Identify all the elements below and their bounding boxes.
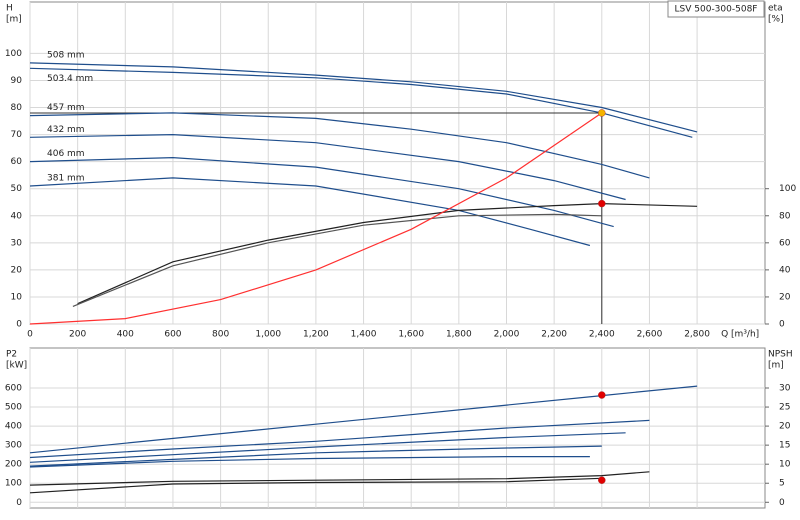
y-tick-label: 20 — [11, 265, 23, 275]
y-tick-label: 40 — [11, 211, 23, 221]
y2-tick-label: 20 — [779, 292, 791, 302]
curve-label: 432 mm — [47, 125, 85, 135]
y2-tick-label: 0 — [779, 320, 785, 330]
y2-tick-label: 30 — [779, 384, 791, 394]
x-tick-label: 1,000 — [255, 330, 281, 340]
series-line — [29, 432, 626, 463]
y-tick-label: 300 — [5, 441, 22, 451]
series-line — [29, 419, 650, 459]
y-tick-label: 100 — [5, 49, 22, 59]
y2-tick-label: 25 — [779, 403, 790, 413]
x-axis-label: Q [m³/h] — [721, 330, 759, 340]
operating-point — [598, 199, 606, 208]
operating-point — [598, 109, 606, 117]
y2-tick-label: 0 — [779, 498, 785, 508]
y-tick-label: 50 — [11, 184, 23, 194]
legend-title: LSV 500-300-508F — [675, 5, 758, 15]
y2-axis-label: eta — [768, 4, 783, 14]
series-line — [29, 133, 626, 201]
y-tick-label: 400 — [5, 422, 22, 432]
x-tick-label: 2,800 — [684, 330, 710, 340]
legend-box — [667, 0, 765, 18]
y-tick-label: 30 — [11, 238, 23, 248]
y2-axis-label: [%] — [768, 15, 784, 25]
y-tick-label: 0 — [16, 498, 22, 508]
x-tick-label: 2,400 — [589, 330, 615, 340]
y-tick-label: 100 — [5, 479, 22, 489]
y2-tick-label: 40 — [779, 265, 791, 275]
y-tick-label: 80 — [11, 103, 23, 113]
series-line — [29, 471, 650, 486]
x-tick-label: 2,200 — [541, 330, 567, 340]
y2-tick-label: 5 — [779, 479, 785, 489]
series-line — [29, 177, 591, 247]
curve-label: 457 mm — [47, 103, 85, 113]
curve-label: 406 mm — [47, 149, 85, 159]
y-tick-label: 60 — [11, 157, 23, 167]
series-line — [29, 456, 590, 468]
y-tick-label: 500 — [5, 403, 22, 413]
operating-point — [598, 476, 606, 484]
series-line — [29, 477, 602, 494]
y-tick-label: 90 — [11, 76, 23, 86]
plot-frame — [29, 347, 766, 509]
series-line — [29, 156, 614, 228]
y-axis-label: P2 — [6, 350, 17, 360]
x-tick-label: 2,600 — [637, 330, 663, 340]
y-tick-label: 600 — [5, 384, 22, 394]
series-line — [72, 213, 602, 307]
y-tick-label: 70 — [11, 130, 23, 140]
x-tick-label: 200 — [69, 330, 86, 340]
series-line — [29, 62, 698, 133]
y-axis-label: [m] — [6, 15, 22, 25]
x-tick-label: 1,800 — [446, 330, 472, 340]
y-tick-label: 0 — [16, 320, 22, 330]
x-tick-label: 800 — [212, 330, 229, 340]
operating-point — [598, 391, 606, 399]
y-axis-label: [kW] — [6, 361, 27, 371]
curve-label: 508 mm — [47, 50, 85, 60]
curve-label: 381 mm — [47, 174, 85, 184]
y2-tick-label: 15 — [779, 441, 790, 451]
x-tick-label: 600 — [164, 330, 181, 340]
y2-tick-label: 20 — [779, 422, 791, 432]
x-tick-label: 400 — [117, 330, 134, 340]
x-tick-label: 0 — [27, 330, 33, 340]
y2-tick-label: 80 — [779, 211, 791, 221]
y2-axis-label: NPSH — [768, 350, 793, 360]
y-tick-label: 10 — [11, 292, 23, 302]
y-axis-label: H — [6, 4, 13, 14]
y2-tick-label: 10 — [779, 460, 791, 470]
y2-axis-label: [m] — [768, 361, 784, 371]
series-line — [29, 385, 698, 454]
curve-label: 503.4 mm — [47, 74, 93, 84]
x-tick-label: 1,400 — [351, 330, 377, 340]
x-tick-label: 2,000 — [494, 330, 520, 340]
x-tick-label: 1,200 — [303, 330, 329, 340]
series-line — [29, 112, 650, 179]
y2-tick-label: 60 — [779, 238, 791, 248]
series-line — [29, 112, 603, 325]
series-line — [29, 445, 602, 467]
y-tick-label: 200 — [5, 460, 22, 470]
series-line — [77, 202, 698, 305]
x-tick-label: 1,600 — [398, 330, 424, 340]
y2-tick-label: 100 — [779, 184, 796, 194]
